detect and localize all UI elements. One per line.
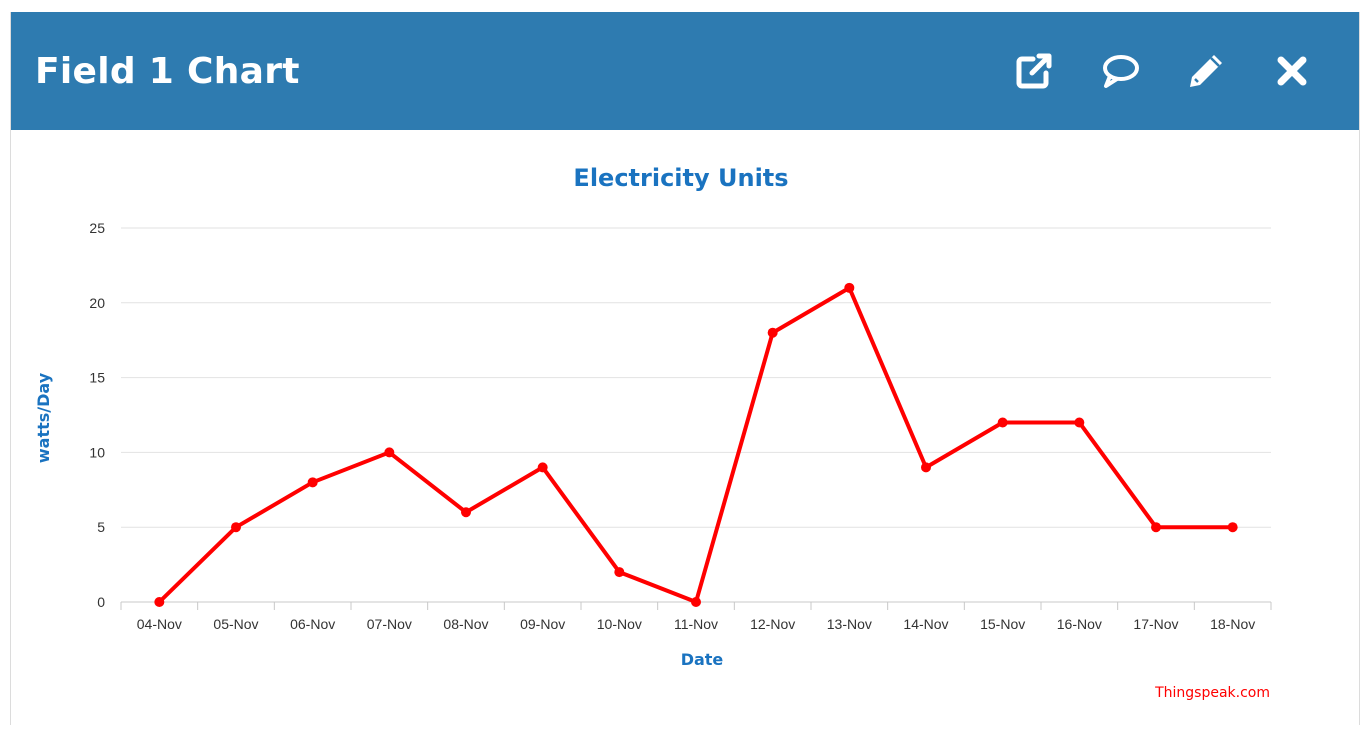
data-point[interactable]	[614, 567, 625, 578]
widget-header: Field 1 Chart	[11, 12, 1359, 130]
data-point[interactable]	[307, 477, 318, 488]
x-tick-label: 10-Nov	[597, 616, 642, 632]
y-tick-label: 20	[89, 295, 105, 311]
data-point[interactable]	[231, 522, 241, 533]
x-tick-label: 08-Nov	[443, 616, 488, 632]
x-tick-label: 12-Nov	[750, 616, 795, 632]
y-tick-label: 10	[89, 444, 105, 460]
data-point[interactable]	[537, 462, 548, 473]
y-tick-label: 0	[97, 594, 105, 610]
open-external-button[interactable]	[1011, 48, 1057, 94]
edit-pencil-icon	[1190, 55, 1222, 87]
data-point[interactable]	[1151, 522, 1161, 533]
data-point[interactable]	[461, 507, 471, 518]
x-axis-label: Date	[681, 650, 724, 669]
x-tick-label: 18-Nov	[1210, 616, 1255, 632]
widget-title: Field 1 Chart	[35, 50, 300, 92]
x-tick-label: 14-Nov	[903, 616, 948, 632]
data-point[interactable]	[691, 597, 701, 607]
y-axis-ticks: 0 5 10 15 20 25	[89, 220, 105, 610]
close-button[interactable]	[1269, 48, 1315, 94]
data-point[interactable]	[767, 327, 778, 338]
edit-button[interactable]	[1183, 48, 1229, 94]
x-tick-label: 16-Nov	[1057, 616, 1102, 632]
comment-icon	[1103, 55, 1139, 88]
thingspeak-credit-link[interactable]: Thingspeak.com	[1154, 685, 1270, 701]
y-axis-label: watts/Day	[34, 372, 53, 463]
x-tick-label: 15-Nov	[980, 616, 1025, 632]
open-external-icon	[1016, 53, 1052, 89]
x-tick-label: 04-Nov	[137, 616, 182, 632]
series-line	[157, 285, 1235, 604]
data-point[interactable]	[1074, 417, 1085, 428]
x-axis-ticks: 04-Nov 05-Nov 06-Nov 07-Nov 08-Nov 09-Nov 10-N…	[120, 602, 1272, 632]
comment-button[interactable]	[1097, 48, 1143, 94]
y-tick-label: 5	[97, 519, 105, 535]
chart-widget: Field 1 Chart	[10, 12, 1360, 725]
series-layer	[154, 282, 1238, 607]
x-tick-label: 05-Nov	[213, 616, 258, 632]
x-tick-label: 09-Nov	[520, 616, 565, 632]
x-tick-label: 17-Nov	[1133, 616, 1178, 632]
chart-title: Electricity Units	[573, 164, 788, 192]
data-point[interactable]	[921, 462, 931, 473]
x-tick-label: 11-Nov	[674, 616, 718, 632]
line-chart: Electricity Units 0 5 10 15 20 25 04-Nov 05-No…	[34, 164, 1272, 701]
x-tick-label: 13-Nov	[827, 616, 872, 632]
grid-lines	[121, 227, 1271, 603]
x-tick-label: 06-Nov	[290, 616, 335, 632]
data-point[interactable]	[384, 447, 395, 458]
data-point[interactable]	[1227, 522, 1238, 533]
chart-area: Electricity Units 0 5 10 15 20 25 04-Nov 05-No…	[11, 130, 1359, 725]
y-tick-label: 15	[89, 370, 105, 386]
header-actions	[1011, 48, 1315, 94]
data-point[interactable]	[154, 597, 165, 607]
x-tick-label: 07-Nov	[367, 616, 412, 632]
close-icon	[1277, 56, 1307, 86]
y-tick-label: 25	[89, 220, 105, 236]
data-point[interactable]	[844, 282, 855, 293]
data-point[interactable]	[997, 417, 1008, 428]
